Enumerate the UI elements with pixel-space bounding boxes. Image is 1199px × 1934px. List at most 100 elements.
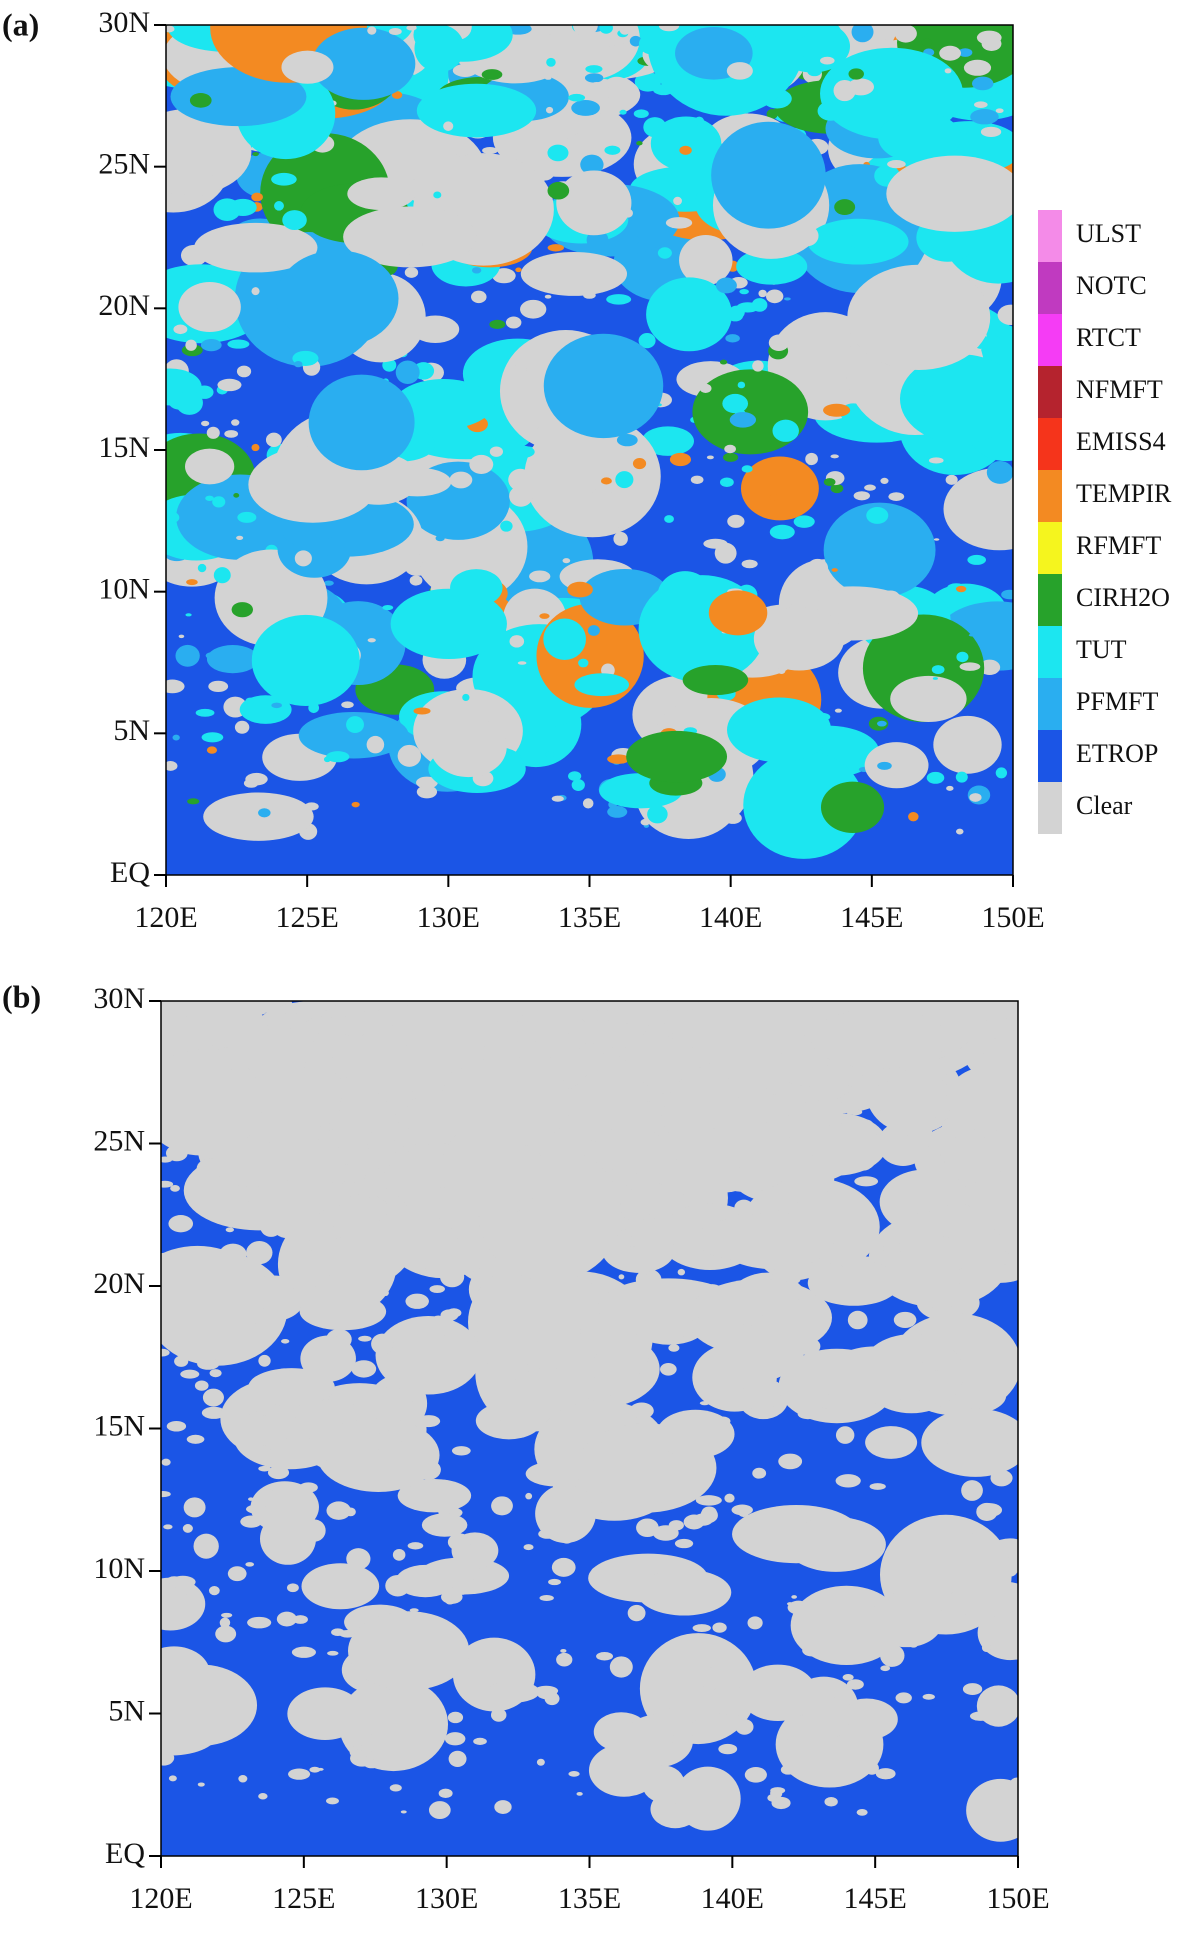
cloud-patch <box>288 1768 311 1780</box>
cloud-patch <box>957 1528 974 1542</box>
cloud-patch <box>641 426 694 456</box>
cloud-patch <box>271 172 297 186</box>
cloud-patch <box>269 1487 276 1491</box>
cloud-patch <box>440 1266 465 1288</box>
cloud-patch <box>590 81 604 91</box>
cloud-patch <box>940 1174 958 1189</box>
cloud-patch <box>726 62 753 80</box>
cloud-patch <box>834 199 856 216</box>
cloud-patch <box>815 25 842 43</box>
cloud-patch <box>170 1184 180 1192</box>
cloud-patch <box>963 1018 1018 1083</box>
legend-swatch <box>1038 626 1062 678</box>
cloud-patch <box>785 1057 808 1072</box>
cloud-patch <box>196 1158 226 1179</box>
cloud-patch <box>175 390 203 415</box>
cloud-patch <box>451 1446 471 1456</box>
cloud-patch <box>997 304 1013 325</box>
cloud-patch <box>637 1569 732 1616</box>
cloud-patch <box>841 1258 866 1282</box>
cloud-patch <box>394 1109 402 1116</box>
cloud-patch <box>173 1585 190 1596</box>
cloud-patch <box>512 445 535 458</box>
cloud-patch <box>773 1272 782 1277</box>
cloud-patch <box>1001 1024 1014 1034</box>
cloud-patch <box>421 1513 468 1537</box>
cloud-patch <box>650 116 722 171</box>
cloud-patch <box>751 25 809 43</box>
cloud-patch <box>835 1426 855 1444</box>
cloud-patch <box>271 350 284 359</box>
cloud-patch <box>810 1008 948 1069</box>
cloud-patch <box>236 535 244 540</box>
legend-label: TEMPIR <box>1076 479 1172 508</box>
cloud-patch <box>875 1768 896 1780</box>
cloud-patch <box>546 106 554 114</box>
cloud-patch <box>677 1596 695 1607</box>
cloud-patch <box>286 1583 299 1593</box>
cloud-patch <box>993 89 1013 108</box>
cloud-patch <box>166 679 185 694</box>
cloud-patch <box>771 1401 778 1407</box>
cloud-patch <box>570 1007 582 1017</box>
cloud-patch <box>161 1577 206 1631</box>
y-tick-label: 20N <box>93 1267 145 1300</box>
cloud-patch <box>544 76 552 80</box>
cloud-patch <box>658 25 680 32</box>
cloud-patch <box>166 25 175 33</box>
cloud-patch <box>182 1524 193 1533</box>
cloud-patch <box>341 1721 364 1741</box>
cloud-patch <box>327 1650 339 1656</box>
cloud-patch <box>405 1694 414 1702</box>
cloud-patch <box>161 1180 174 1188</box>
cloud-patch <box>938 1083 968 1111</box>
cloud-patch <box>215 1625 237 1643</box>
cloud-patch <box>715 1237 741 1259</box>
cloud-patch <box>701 1685 716 1692</box>
cloud-patch <box>668 1344 680 1352</box>
cloud-patch <box>646 277 732 352</box>
x-tick-label: 120E <box>129 1882 192 1915</box>
cloud-patch <box>357 1132 378 1145</box>
cloud-patch <box>274 201 284 211</box>
cloud-patch <box>245 1562 255 1567</box>
cloud-patch <box>203 792 314 841</box>
cloud-patch <box>931 665 945 675</box>
cloud-patch <box>174 1355 189 1367</box>
cloud-patch <box>601 1228 675 1273</box>
cloud-patch <box>365 1169 385 1187</box>
cloud-patch <box>415 1169 426 1175</box>
cloud-patch <box>719 1379 745 1403</box>
cloud-patch <box>946 785 954 791</box>
cloud-patch <box>741 559 758 569</box>
cloud-patch <box>502 1353 519 1363</box>
cloud-patch <box>619 25 631 35</box>
cloud-patch <box>178 634 185 639</box>
cloud-patch <box>568 93 586 102</box>
cloud-patch <box>485 153 494 159</box>
cloud-patch <box>183 1497 206 1518</box>
cloud-patch <box>546 57 556 67</box>
cloud-patch <box>227 339 250 349</box>
cloud-patch <box>783 1517 795 1523</box>
cloud-patch <box>894 1108 912 1121</box>
cloud-patch <box>864 742 929 789</box>
cloud-patch <box>619 109 627 115</box>
cloud-patch <box>304 802 319 811</box>
cloud-patch <box>934 1113 950 1120</box>
cloud-patch <box>654 1125 669 1136</box>
cloud-patch <box>680 181 702 196</box>
cloud-patch <box>729 412 757 428</box>
legend-label: TUT <box>1076 635 1127 664</box>
y-tick-label: 15N <box>98 431 150 464</box>
cloud-patch <box>894 25 917 43</box>
cloud-patch <box>796 225 819 247</box>
cloud-patch <box>693 1513 714 1526</box>
cloud-patch <box>326 751 350 763</box>
cloud-patch <box>339 1630 357 1638</box>
cloud-patch <box>237 511 257 523</box>
cloud-patch <box>326 1797 339 1805</box>
cloud-patch <box>404 267 419 278</box>
cloud-patch <box>619 234 640 247</box>
